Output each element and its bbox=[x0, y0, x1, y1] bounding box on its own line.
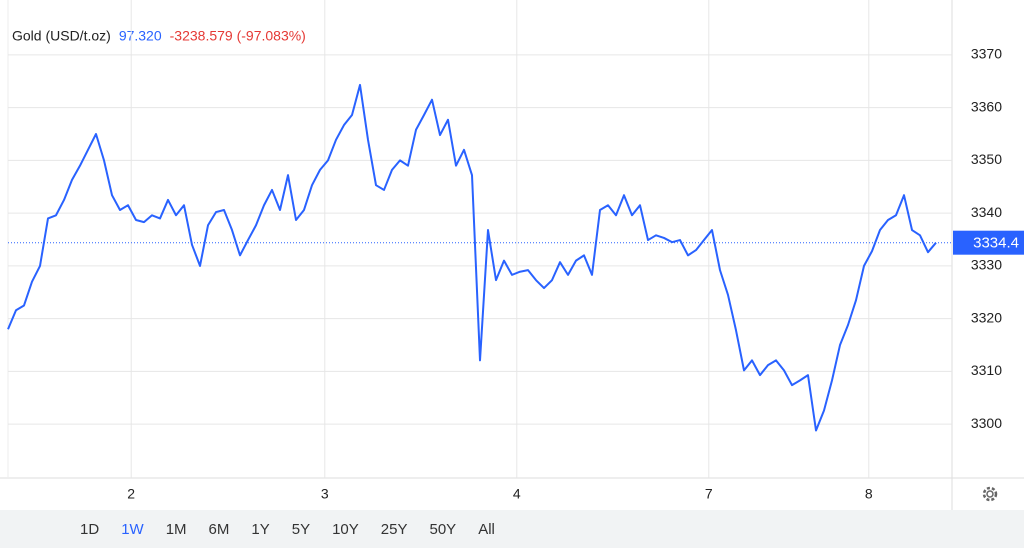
y-tick-label: 3300 bbox=[971, 415, 1002, 431]
y-tick-label: 3370 bbox=[971, 46, 1002, 62]
x-tick-label: 4 bbox=[513, 486, 521, 502]
range-button[interactable]: 25Y bbox=[380, 520, 408, 538]
change: -3238.579 (-97.083%) bbox=[170, 28, 306, 44]
y-tick-label: 3350 bbox=[971, 151, 1002, 167]
price-line bbox=[7, 83, 937, 432]
y-tick-label: 3360 bbox=[971, 98, 1002, 114]
y-tick-label: 3310 bbox=[971, 362, 1002, 378]
x-tick-label: 3 bbox=[321, 486, 329, 502]
range-button[interactable]: 1W bbox=[121, 520, 144, 538]
range-button[interactable]: All bbox=[478, 520, 495, 538]
range-button[interactable]: 1M bbox=[165, 520, 187, 538]
range-button[interactable]: 5Y bbox=[291, 520, 311, 538]
range-button[interactable]: 1D bbox=[80, 520, 100, 538]
chart: Gold (USD/t.oz) 97.320 -3238.579 (-97.08… bbox=[0, 0, 1024, 510]
last-value-box bbox=[953, 230, 1024, 255]
range-button[interactable]: 50Y bbox=[429, 520, 457, 538]
range-button[interactable]: 1Y bbox=[251, 520, 270, 538]
y-tick-label: 3320 bbox=[971, 309, 1002, 325]
y-tick-label: 3340 bbox=[971, 204, 1002, 220]
price: 97.320 bbox=[119, 28, 162, 44]
settings-icon[interactable] bbox=[982, 486, 998, 502]
range-button[interactable]: 10Y bbox=[332, 520, 359, 538]
x-tick-label: 2 bbox=[127, 486, 135, 502]
range-bar: 1D 1W 1M 6M 1Y 5Y 10Y 25Y 50Y All bbox=[0, 510, 1024, 548]
x-tick-label: 8 bbox=[865, 486, 873, 502]
y-tick-label: 3330 bbox=[971, 257, 1002, 273]
last-value-label: 3334.4 bbox=[973, 235, 1019, 252]
instrument-name: Gold (USD/t.oz) bbox=[12, 28, 111, 44]
x-tick-label: 7 bbox=[705, 486, 713, 502]
range-button[interactable]: 6M bbox=[208, 520, 230, 538]
